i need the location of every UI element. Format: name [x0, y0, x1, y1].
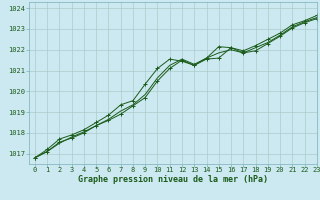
X-axis label: Graphe pression niveau de la mer (hPa): Graphe pression niveau de la mer (hPa) [78, 175, 268, 184]
